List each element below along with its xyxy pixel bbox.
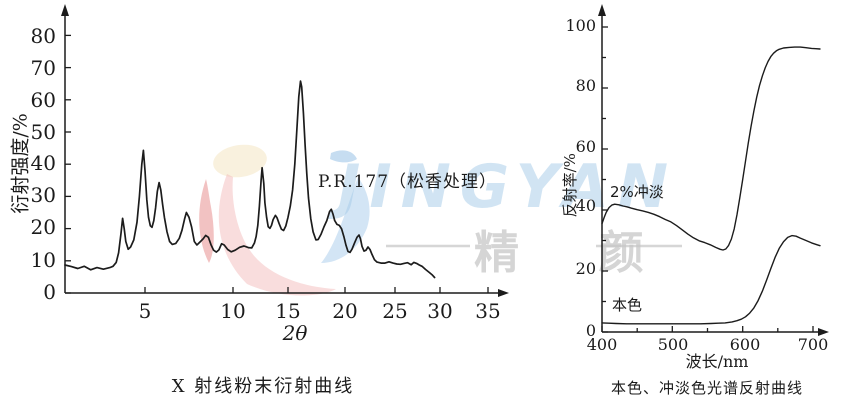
xrd-y-ticks: [65, 34, 71, 294]
y-tick-label: 80: [575, 76, 596, 95]
masstone-reflectance-curve: [601, 234, 821, 325]
logo-blue-swoosh: [321, 177, 370, 263]
y-tick-label: 70: [30, 56, 56, 80]
refl-x-axis-title: 波长/nm: [685, 352, 749, 371]
refl-caption: 本色、冲淡色光谱反射曲线: [610, 379, 803, 397]
refl-x-axis-arrow: [818, 328, 829, 336]
xrd-x-axis-arrow: [498, 289, 509, 297]
x-tick-label: 35: [475, 299, 501, 323]
refl-x-minor-ticks: [636, 328, 779, 332]
y-tick-label: 10: [30, 248, 56, 272]
y-tick-label: 80: [30, 24, 56, 48]
diluted-series-label: 2%冲淡: [610, 183, 664, 201]
y-tick-label: 50: [30, 120, 56, 144]
xrd-y-axis-arrow: [61, 4, 69, 16]
x-tick-label: 700: [797, 335, 829, 354]
xrd-annotation: P.R.177（松香处理）: [318, 172, 498, 192]
y-tick-label: 60: [575, 137, 596, 156]
xrd-caption: X 射线粉末衍射曲线: [171, 376, 355, 397]
logo-blue-comma: [330, 150, 357, 163]
xrd-curve: [64, 80, 436, 279]
y-tick-label: 0: [585, 321, 596, 340]
watermark-brand-en: JINGYAN: [338, 152, 678, 222]
masstone-series-label: 本色: [612, 296, 643, 314]
refl-y-minor-ticks: [602, 56, 606, 303]
xrd-x-ticks: [144, 287, 489, 293]
x-tick-label: 400: [586, 335, 618, 354]
y-tick-label: 100: [565, 16, 596, 35]
y-tick-label: 20: [30, 215, 56, 239]
x-tick-label: 25: [382, 299, 408, 323]
y-tick-label: 20: [575, 259, 596, 278]
x-tick-label: 5: [138, 299, 152, 323]
x-tick-label: 15: [275, 299, 301, 323]
x-tick-label: 10: [220, 299, 246, 323]
y-tick-label: 40: [575, 196, 596, 215]
logo-pink-swoosh: [218, 174, 336, 296]
logo-cream-ellipse: [213, 144, 267, 178]
y-tick-label: 30: [30, 183, 56, 207]
x-tick-label: 20: [332, 299, 358, 323]
y-tick-label: 60: [30, 88, 56, 112]
refl-x-ticks: [601, 326, 814, 332]
watermark-brand-cn: 精 颜: [474, 226, 676, 279]
y-tick-label: 0: [43, 280, 56, 304]
x-tick-label: 500: [657, 335, 689, 354]
diluted-reflectance-curve: [601, 46, 821, 251]
x-tick-label: 600: [729, 335, 761, 354]
xrd-x-axis-title: 2θ: [282, 321, 308, 345]
x-tick-label: 30: [427, 299, 453, 323]
y-tick-label: 40: [30, 151, 56, 175]
refl-y-axis-arrow: [598, 4, 606, 16]
